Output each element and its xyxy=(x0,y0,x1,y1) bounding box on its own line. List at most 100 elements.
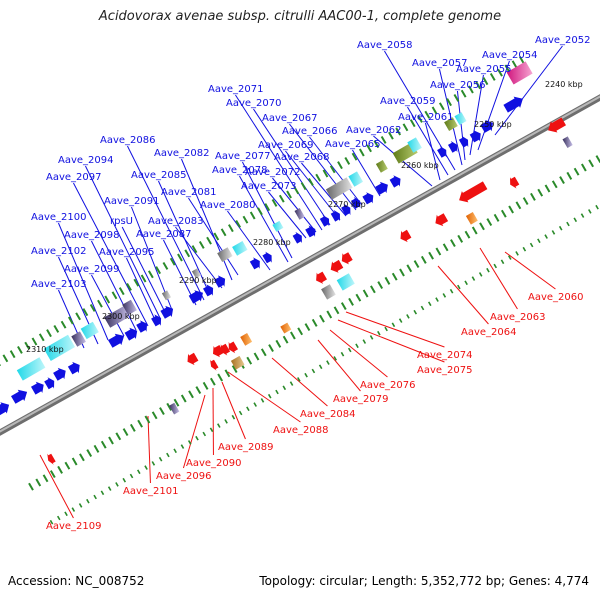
tick-mark xyxy=(377,330,381,336)
leader-line-plus xyxy=(125,257,157,323)
tick-mark xyxy=(173,398,180,407)
gene-block xyxy=(217,247,233,262)
leader-line-minus xyxy=(329,329,388,378)
tick-mark xyxy=(344,156,351,165)
gene-label-minus: Aave_2096 xyxy=(156,471,212,482)
gene-label-plus: Aave_2072 xyxy=(245,167,301,178)
tick-mark xyxy=(311,368,316,374)
gene-arrow xyxy=(503,96,523,113)
gene-label-plus: Aave_2055 xyxy=(456,64,512,75)
tick-mark xyxy=(493,263,498,269)
gene-block xyxy=(407,137,422,153)
leader-line-minus xyxy=(479,247,518,310)
leader-line-plus xyxy=(242,161,293,259)
kbp-label: 2300 kbp xyxy=(102,312,140,321)
tick-mark xyxy=(151,411,158,420)
tick-mark xyxy=(573,217,578,223)
tick-mark xyxy=(60,320,67,329)
gene-block xyxy=(506,61,533,85)
tick-mark xyxy=(435,297,439,302)
tick-mark xyxy=(399,268,405,277)
tick-mark xyxy=(64,461,71,470)
gene-label-minus: Aave_2074 xyxy=(417,350,473,361)
tick-mark xyxy=(522,246,527,252)
tick-mark xyxy=(402,123,409,132)
tick-mark xyxy=(228,224,234,233)
tick-mark xyxy=(297,377,301,382)
tick-mark xyxy=(566,221,570,227)
tick-mark xyxy=(56,515,61,521)
tick-mark xyxy=(428,251,434,260)
tick-mark xyxy=(271,198,278,207)
gene-labels: Aave_2052 Aave_2054 Aave_2055 Aave_2056 Aave… xyxy=(31,35,591,532)
leader-line-plus xyxy=(289,123,357,211)
gene-label-plus: Aave_2080 xyxy=(200,200,256,211)
tick-mark xyxy=(202,381,209,390)
tick-mark xyxy=(558,225,563,231)
tick-mark xyxy=(155,266,162,275)
gene-block xyxy=(375,160,388,173)
tick-mark xyxy=(220,228,227,237)
tick-mark xyxy=(348,297,354,306)
tick-mark xyxy=(188,390,194,399)
gene-arrow xyxy=(400,229,412,243)
gene-label-plus: Aave_2077 xyxy=(215,151,271,162)
tick-mark xyxy=(362,289,369,298)
tick-mark xyxy=(180,444,185,449)
tick-mark xyxy=(28,482,34,491)
leader-line-plus xyxy=(188,197,239,276)
leader-line-plus xyxy=(157,180,211,296)
tick-mark xyxy=(337,161,343,170)
kbp-label: 2310 kbp xyxy=(26,345,64,354)
tick-mark xyxy=(224,369,231,378)
tick-mark xyxy=(333,356,337,361)
leader-line-plus xyxy=(227,210,271,271)
tick-mark xyxy=(369,335,374,340)
gene-label-minus: Aave_2075 xyxy=(417,365,473,376)
leader-line-plus xyxy=(239,175,289,263)
tick-mark xyxy=(100,440,107,449)
tick-mark xyxy=(253,402,257,407)
gene-arrow xyxy=(262,251,272,264)
tick-mark xyxy=(442,243,449,252)
kbp-label: 2260 kbp xyxy=(401,161,439,170)
tick-mark xyxy=(478,272,483,277)
tick-mark xyxy=(311,318,318,327)
tick-mark xyxy=(122,477,127,483)
gene-label-plus: Aave_2086 xyxy=(100,135,156,146)
gene-label-plus: Aave_2098 xyxy=(64,230,120,241)
gene-arrow xyxy=(548,117,566,133)
tick-mark xyxy=(518,56,525,65)
tick-mark xyxy=(457,234,464,243)
tick-mark xyxy=(275,339,282,348)
gene-arrow xyxy=(31,381,44,395)
tick-mark xyxy=(427,301,432,307)
tick-mark xyxy=(573,167,580,176)
tick-mark xyxy=(530,192,536,201)
gene-arrow xyxy=(160,305,174,319)
gene-arrow xyxy=(44,377,55,390)
tick-mark xyxy=(486,267,490,273)
tick-mark xyxy=(191,245,198,254)
tick-mark xyxy=(195,386,202,395)
gene-label-plus: Aave_2059 xyxy=(380,96,436,107)
tick-mark xyxy=(75,312,81,321)
gene-block xyxy=(294,208,305,220)
gene-label-minus: Aave_2090 xyxy=(186,458,242,469)
gene-label-plus: Aave_2081 xyxy=(161,187,217,198)
tick-mark xyxy=(406,264,413,273)
tick-mark xyxy=(126,282,132,291)
gene-label-plus: Aave_2062 xyxy=(346,125,402,136)
tick-mark xyxy=(588,159,594,168)
tick-mark xyxy=(278,194,285,203)
leader-line-plus xyxy=(438,68,463,166)
tick-mark xyxy=(340,351,345,357)
tick-mark xyxy=(267,393,272,399)
tick-mark xyxy=(290,331,296,340)
gene-arrow xyxy=(341,252,353,265)
tick-mark xyxy=(49,470,56,479)
gene-label-plus: Aave_2103 xyxy=(31,279,87,290)
tick-mark xyxy=(38,333,45,342)
tick-mark xyxy=(420,255,427,264)
tick-mark xyxy=(329,165,336,174)
